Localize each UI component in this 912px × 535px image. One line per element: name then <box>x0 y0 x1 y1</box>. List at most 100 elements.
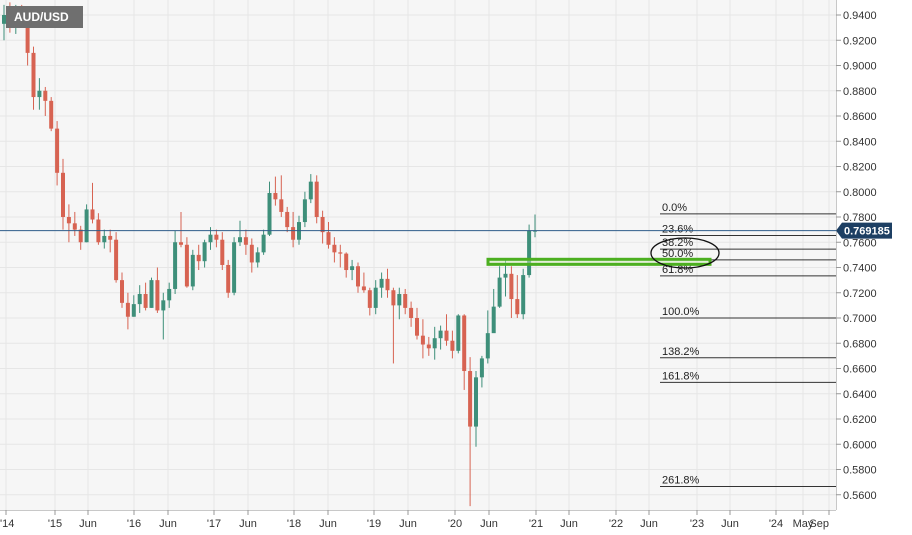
candle-body <box>527 230 532 276</box>
x-tick-label: Jun <box>640 518 658 530</box>
candle <box>326 222 331 249</box>
candle-body <box>72 223 77 230</box>
candle-body <box>167 288 172 301</box>
candle <box>66 204 71 243</box>
candle <box>49 97 54 132</box>
candle <box>291 211 296 248</box>
candle <box>491 288 496 334</box>
candle-body <box>361 286 366 291</box>
candle <box>2 4 6 41</box>
candle-body <box>161 300 166 311</box>
candle-body <box>332 244 337 253</box>
x-tick-label: Jun <box>721 518 739 530</box>
candle-body <box>179 242 183 245</box>
x-tick-label: '17 <box>207 518 221 530</box>
candle <box>249 238 254 273</box>
candle <box>167 282 172 308</box>
y-tick-label: 0.7600 <box>843 237 877 249</box>
candle <box>468 357 473 507</box>
candle <box>220 232 225 271</box>
candle-body <box>509 273 514 300</box>
y-tick-label: 0.6400 <box>843 389 877 401</box>
candle <box>485 310 490 364</box>
candle <box>409 301 414 327</box>
candle <box>155 267 160 313</box>
candle <box>403 288 408 315</box>
candle-body <box>137 294 142 305</box>
candle-body <box>37 90 42 98</box>
candle-body <box>491 306 496 334</box>
candle-body <box>285 211 290 228</box>
candle-body <box>155 280 160 311</box>
candle-body <box>497 277 502 307</box>
candle-body <box>479 358 484 378</box>
candle-body <box>249 244 254 263</box>
candle <box>90 182 95 224</box>
candle <box>173 230 178 295</box>
candle-body <box>125 302 130 317</box>
candle-body <box>78 229 83 243</box>
candle-body <box>190 254 195 287</box>
current-price-text: 0.769185 <box>844 226 890 238</box>
fib-level-label: 161.8% <box>662 370 700 382</box>
x-tick-label: '16 <box>127 518 141 530</box>
candle-body <box>403 294 408 308</box>
candle <box>273 176 278 206</box>
candle-body <box>102 235 107 243</box>
candle <box>320 210 325 244</box>
y-tick-label: 0.7400 <box>843 263 877 275</box>
candle-body <box>308 181 313 200</box>
candle <box>332 237 337 263</box>
candle <box>527 224 532 278</box>
candle <box>137 285 142 313</box>
candle-body <box>273 193 278 200</box>
candle-body <box>409 307 414 318</box>
candle-body <box>108 235 113 240</box>
candle-body <box>243 237 248 245</box>
candles <box>2 2 537 507</box>
x-tick-label: Sep <box>809 518 829 530</box>
candle <box>226 259 231 298</box>
x-tick-label: '22 <box>609 518 623 530</box>
candle <box>285 206 290 233</box>
candle-body <box>426 344 431 349</box>
x-tick-label: '14 <box>0 518 14 530</box>
candle <box>143 282 148 311</box>
y-tick-label: 0.9400 <box>843 10 877 22</box>
x-tick-label: May <box>793 518 814 530</box>
candle <box>308 174 313 204</box>
candle <box>37 78 42 110</box>
candle-body <box>84 209 89 243</box>
candle <box>373 280 378 315</box>
candle-body <box>238 237 242 243</box>
candle <box>456 314 461 354</box>
candle-body <box>385 278 390 291</box>
x-tick-label: '15 <box>48 518 62 530</box>
candle-body <box>61 172 65 217</box>
candle-body <box>279 199 284 212</box>
candle-body <box>444 330 449 341</box>
candle <box>108 229 113 253</box>
candle <box>497 266 502 308</box>
candle <box>450 330 455 359</box>
candle <box>344 252 349 278</box>
candle <box>338 244 343 268</box>
y-axis-ticks: 0.9400 0.9200 0.9000 0.8800 0.8600 0.8400 0.82… <box>836 10 877 502</box>
candle-body <box>291 227 296 240</box>
candle <box>202 239 207 268</box>
candle-body <box>196 254 201 262</box>
candle <box>444 314 449 346</box>
candle <box>78 225 83 250</box>
candle-body <box>43 90 48 101</box>
candle <box>356 262 360 293</box>
x-tick-label: Jun <box>560 518 578 530</box>
candle-body <box>220 239 225 265</box>
candle-body <box>49 100 54 129</box>
plot-background <box>0 0 836 510</box>
candle-body <box>302 199 307 223</box>
candle <box>255 247 260 268</box>
y-tick-label: 0.6000 <box>843 439 877 451</box>
fib-level-label: 261.8% <box>662 475 700 487</box>
candle <box>361 272 366 293</box>
